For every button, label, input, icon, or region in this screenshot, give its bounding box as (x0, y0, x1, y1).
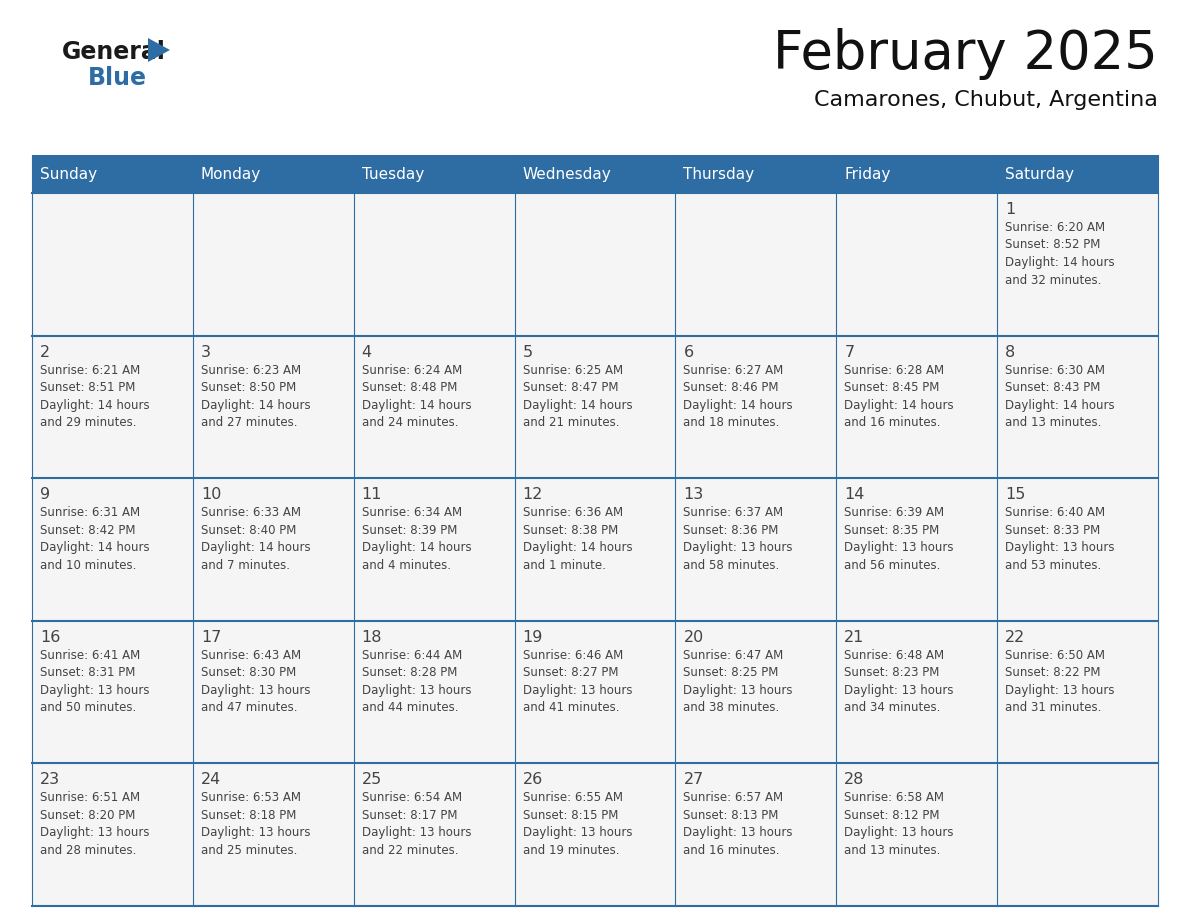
Text: 24: 24 (201, 772, 221, 788)
Text: 26: 26 (523, 772, 543, 788)
Text: Sunrise: 6:47 AM
Sunset: 8:25 PM
Daylight: 13 hours
and 38 minutes.: Sunrise: 6:47 AM Sunset: 8:25 PM Dayligh… (683, 649, 792, 714)
Text: 25: 25 (361, 772, 383, 788)
Text: 3: 3 (201, 344, 210, 360)
Text: Sunrise: 6:48 AM
Sunset: 8:23 PM
Daylight: 13 hours
and 34 minutes.: Sunrise: 6:48 AM Sunset: 8:23 PM Dayligh… (845, 649, 954, 714)
Text: Monday: Monday (201, 166, 261, 182)
Bar (32, 764, 1158, 906)
Text: Sunrise: 6:43 AM
Sunset: 8:30 PM
Daylight: 13 hours
and 47 minutes.: Sunrise: 6:43 AM Sunset: 8:30 PM Dayligh… (201, 649, 310, 714)
Text: 28: 28 (845, 772, 865, 788)
Text: 23: 23 (40, 772, 61, 788)
Text: 18: 18 (361, 630, 383, 644)
Bar (32, 193, 1158, 336)
Text: Sunrise: 6:37 AM
Sunset: 8:36 PM
Daylight: 13 hours
and 58 minutes.: Sunrise: 6:37 AM Sunset: 8:36 PM Dayligh… (683, 506, 792, 572)
Text: Sunrise: 6:50 AM
Sunset: 8:22 PM
Daylight: 13 hours
and 31 minutes.: Sunrise: 6:50 AM Sunset: 8:22 PM Dayligh… (1005, 649, 1114, 714)
Bar (32, 155, 1158, 193)
Text: Sunrise: 6:54 AM
Sunset: 8:17 PM
Daylight: 13 hours
and 22 minutes.: Sunrise: 6:54 AM Sunset: 8:17 PM Dayligh… (361, 791, 472, 856)
Text: 21: 21 (845, 630, 865, 644)
Text: Sunrise: 6:24 AM
Sunset: 8:48 PM
Daylight: 14 hours
and 24 minutes.: Sunrise: 6:24 AM Sunset: 8:48 PM Dayligh… (361, 364, 472, 429)
Polygon shape (148, 38, 170, 62)
Text: 5: 5 (523, 344, 532, 360)
Text: 4: 4 (361, 344, 372, 360)
Text: Sunrise: 6:40 AM
Sunset: 8:33 PM
Daylight: 13 hours
and 53 minutes.: Sunrise: 6:40 AM Sunset: 8:33 PM Dayligh… (1005, 506, 1114, 572)
Text: Sunrise: 6:41 AM
Sunset: 8:31 PM
Daylight: 13 hours
and 50 minutes.: Sunrise: 6:41 AM Sunset: 8:31 PM Dayligh… (40, 649, 150, 714)
Text: Saturday: Saturday (1005, 166, 1074, 182)
Bar (32, 621, 1158, 764)
Text: Friday: Friday (845, 166, 891, 182)
Text: Sunrise: 6:23 AM
Sunset: 8:50 PM
Daylight: 14 hours
and 27 minutes.: Sunrise: 6:23 AM Sunset: 8:50 PM Dayligh… (201, 364, 310, 429)
Text: 8: 8 (1005, 344, 1016, 360)
Text: 14: 14 (845, 487, 865, 502)
Text: 13: 13 (683, 487, 703, 502)
Text: Sunrise: 6:55 AM
Sunset: 8:15 PM
Daylight: 13 hours
and 19 minutes.: Sunrise: 6:55 AM Sunset: 8:15 PM Dayligh… (523, 791, 632, 856)
Text: Sunrise: 6:44 AM
Sunset: 8:28 PM
Daylight: 13 hours
and 44 minutes.: Sunrise: 6:44 AM Sunset: 8:28 PM Dayligh… (361, 649, 472, 714)
Text: Camarones, Chubut, Argentina: Camarones, Chubut, Argentina (814, 90, 1158, 110)
Text: Sunrise: 6:28 AM
Sunset: 8:45 PM
Daylight: 14 hours
and 16 minutes.: Sunrise: 6:28 AM Sunset: 8:45 PM Dayligh… (845, 364, 954, 429)
Text: Blue: Blue (88, 66, 147, 90)
Text: Sunday: Sunday (40, 166, 97, 182)
Text: Sunrise: 6:39 AM
Sunset: 8:35 PM
Daylight: 13 hours
and 56 minutes.: Sunrise: 6:39 AM Sunset: 8:35 PM Dayligh… (845, 506, 954, 572)
Text: Sunrise: 6:20 AM
Sunset: 8:52 PM
Daylight: 14 hours
and 32 minutes.: Sunrise: 6:20 AM Sunset: 8:52 PM Dayligh… (1005, 221, 1114, 286)
Text: Sunrise: 6:21 AM
Sunset: 8:51 PM
Daylight: 14 hours
and 29 minutes.: Sunrise: 6:21 AM Sunset: 8:51 PM Dayligh… (40, 364, 150, 429)
Text: Wednesday: Wednesday (523, 166, 612, 182)
Text: Tuesday: Tuesday (361, 166, 424, 182)
Text: 10: 10 (201, 487, 221, 502)
Text: Sunrise: 6:33 AM
Sunset: 8:40 PM
Daylight: 14 hours
and 7 minutes.: Sunrise: 6:33 AM Sunset: 8:40 PM Dayligh… (201, 506, 310, 572)
Bar (32, 478, 1158, 621)
Text: Sunrise: 6:31 AM
Sunset: 8:42 PM
Daylight: 14 hours
and 10 minutes.: Sunrise: 6:31 AM Sunset: 8:42 PM Dayligh… (40, 506, 150, 572)
Text: Sunrise: 6:46 AM
Sunset: 8:27 PM
Daylight: 13 hours
and 41 minutes.: Sunrise: 6:46 AM Sunset: 8:27 PM Dayligh… (523, 649, 632, 714)
Text: 1: 1 (1005, 202, 1016, 217)
Text: 16: 16 (40, 630, 61, 644)
Text: 17: 17 (201, 630, 221, 644)
Text: Thursday: Thursday (683, 166, 754, 182)
Text: Sunrise: 6:34 AM
Sunset: 8:39 PM
Daylight: 14 hours
and 4 minutes.: Sunrise: 6:34 AM Sunset: 8:39 PM Dayligh… (361, 506, 472, 572)
Text: 19: 19 (523, 630, 543, 644)
Text: 7: 7 (845, 344, 854, 360)
Text: 11: 11 (361, 487, 383, 502)
Text: 22: 22 (1005, 630, 1025, 644)
Text: Sunrise: 6:57 AM
Sunset: 8:13 PM
Daylight: 13 hours
and 16 minutes.: Sunrise: 6:57 AM Sunset: 8:13 PM Dayligh… (683, 791, 792, 856)
Text: Sunrise: 6:58 AM
Sunset: 8:12 PM
Daylight: 13 hours
and 13 minutes.: Sunrise: 6:58 AM Sunset: 8:12 PM Dayligh… (845, 791, 954, 856)
Text: 27: 27 (683, 772, 703, 788)
Text: 9: 9 (40, 487, 50, 502)
Bar (32, 336, 1158, 478)
Text: 20: 20 (683, 630, 703, 644)
Text: Sunrise: 6:30 AM
Sunset: 8:43 PM
Daylight: 14 hours
and 13 minutes.: Sunrise: 6:30 AM Sunset: 8:43 PM Dayligh… (1005, 364, 1114, 429)
Text: 6: 6 (683, 344, 694, 360)
Text: Sunrise: 6:27 AM
Sunset: 8:46 PM
Daylight: 14 hours
and 18 minutes.: Sunrise: 6:27 AM Sunset: 8:46 PM Dayligh… (683, 364, 794, 429)
Text: Sunrise: 6:25 AM
Sunset: 8:47 PM
Daylight: 14 hours
and 21 minutes.: Sunrise: 6:25 AM Sunset: 8:47 PM Dayligh… (523, 364, 632, 429)
Text: Sunrise: 6:51 AM
Sunset: 8:20 PM
Daylight: 13 hours
and 28 minutes.: Sunrise: 6:51 AM Sunset: 8:20 PM Dayligh… (40, 791, 150, 856)
Text: General: General (62, 40, 166, 64)
Text: Sunrise: 6:36 AM
Sunset: 8:38 PM
Daylight: 14 hours
and 1 minute.: Sunrise: 6:36 AM Sunset: 8:38 PM Dayligh… (523, 506, 632, 572)
Text: February 2025: February 2025 (773, 28, 1158, 80)
Text: 15: 15 (1005, 487, 1025, 502)
Text: Sunrise: 6:53 AM
Sunset: 8:18 PM
Daylight: 13 hours
and 25 minutes.: Sunrise: 6:53 AM Sunset: 8:18 PM Dayligh… (201, 791, 310, 856)
Text: 12: 12 (523, 487, 543, 502)
Text: 2: 2 (40, 344, 50, 360)
